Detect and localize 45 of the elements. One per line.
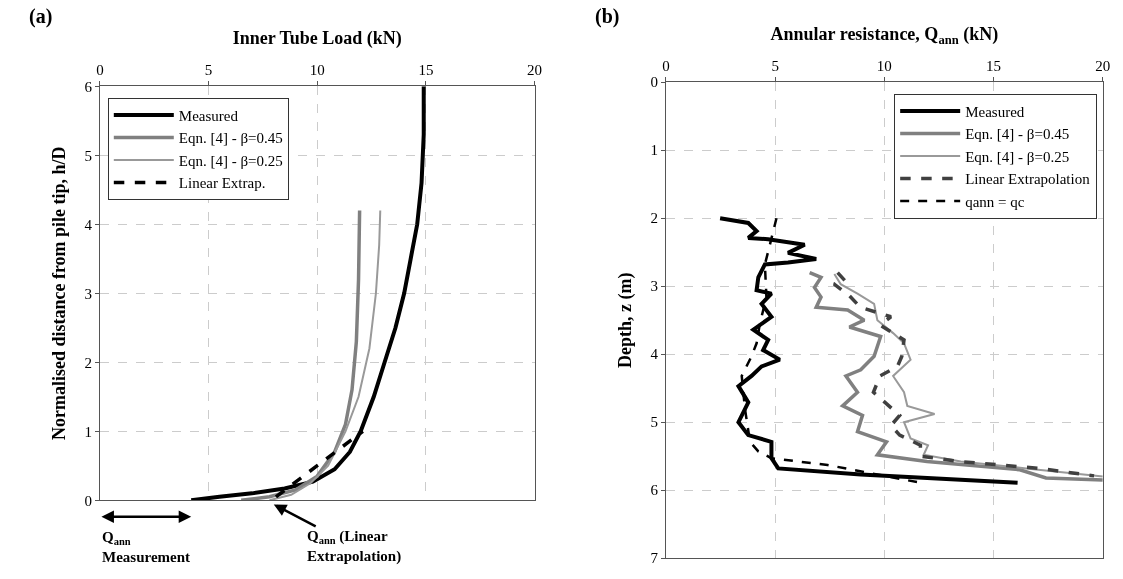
x-tick-label: 20 [1095, 58, 1111, 75]
y-axis-title: Normalised distance from pile tip, h/D [48, 146, 69, 441]
legend-label: Eqn. [4] - β=0.25 [178, 152, 283, 169]
y-tick-label: 5 [84, 147, 92, 164]
y-tick-label: 6 [84, 78, 93, 95]
x-tick-label: 5 [771, 58, 779, 75]
legend-label: Measured [965, 103, 1025, 120]
x-tick-label: 0 [96, 62, 104, 79]
y-tick-label: 6 [650, 482, 659, 499]
x-tick-label: 15 [418, 62, 434, 79]
y-tick-label: 1 [650, 142, 658, 159]
x-axis-title: Inner Tube Load (kN) [232, 28, 402, 50]
line-series [718, 216, 1020, 485]
y-tick-label: 0 [650, 74, 658, 91]
annotation: Q$_{ann}$ (Linear Extrapolation) [307, 528, 402, 565]
y-tick-label: 2 [650, 210, 658, 227]
x-tick-label: 0 [662, 58, 670, 75]
legend-label: Linear Extrapolation [965, 171, 1091, 188]
legend-label: Eqn. [4] - β=0.25 [965, 148, 1070, 165]
legend-label: Linear Extrap. [178, 175, 266, 192]
x-tick-label: 10 [876, 58, 892, 75]
text: (b) [595, 5, 620, 28]
line-series [239, 208, 362, 501]
legend-label: qann = qc [965, 193, 1025, 210]
y-tick-label: 3 [84, 285, 92, 302]
y-tick-label: 7 [650, 550, 659, 567]
x-tick-label: 5 [204, 62, 213, 79]
legend-label: Eqn. [4] - β=0.45 [178, 130, 283, 147]
x-tick-label: 15 [986, 58, 1002, 75]
y-tick-label: 0 [84, 492, 92, 509]
legend-label: Measured [178, 107, 239, 124]
x-axis-title: Annular resistance, Q$_{ann}$ (kN) [770, 24, 999, 48]
y-tick-label: 4 [84, 216, 93, 233]
line-series [268, 209, 382, 501]
annotation: Q$_{ann}$ Measurement [102, 529, 191, 565]
x-tick-label: 10 [309, 62, 325, 79]
x-tick-label: 20 [527, 62, 543, 79]
text: (a) [29, 5, 53, 28]
y-tick-label: 3 [650, 278, 658, 295]
y-axis-title: Depth, z (m) [614, 272, 636, 368]
y-tick-label: 5 [650, 414, 658, 431]
y-tick-label: 2 [84, 354, 92, 371]
y-tick-label: 4 [650, 346, 659, 363]
y-tick-label: 1 [84, 423, 92, 440]
legend-label: Eqn. [4] - β=0.45 [965, 126, 1070, 143]
